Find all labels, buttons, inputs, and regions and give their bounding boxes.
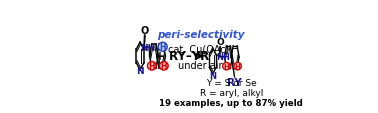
Text: cat. Cu(OAc)₂: cat. Cu(OAc)₂: [168, 44, 233, 54]
Text: H: H: [235, 64, 240, 69]
Text: RY: RY: [227, 77, 242, 87]
Text: peri-selectivity: peri-selectivity: [157, 30, 245, 40]
Circle shape: [158, 43, 167, 52]
Text: H: H: [161, 62, 167, 71]
Text: H: H: [223, 64, 229, 69]
Circle shape: [160, 62, 168, 71]
Text: H: H: [149, 62, 155, 71]
Circle shape: [223, 63, 230, 70]
Text: N: N: [209, 72, 216, 81]
Text: R = aryl, alkyl: R = aryl, alkyl: [200, 89, 263, 97]
Text: + RY–YR: + RY–YR: [155, 50, 209, 63]
Text: O: O: [141, 26, 149, 36]
Text: H: H: [160, 43, 166, 52]
Text: N: N: [136, 67, 144, 76]
Circle shape: [234, 63, 241, 70]
Text: under air: under air: [178, 60, 223, 70]
Circle shape: [147, 62, 156, 71]
Text: NH: NH: [216, 53, 230, 61]
Text: Y = S or Se: Y = S or Se: [206, 79, 257, 88]
Text: 19 examples, up to 87% yield: 19 examples, up to 87% yield: [160, 98, 303, 107]
Text: NH: NH: [141, 43, 156, 52]
Text: O: O: [217, 38, 224, 47]
